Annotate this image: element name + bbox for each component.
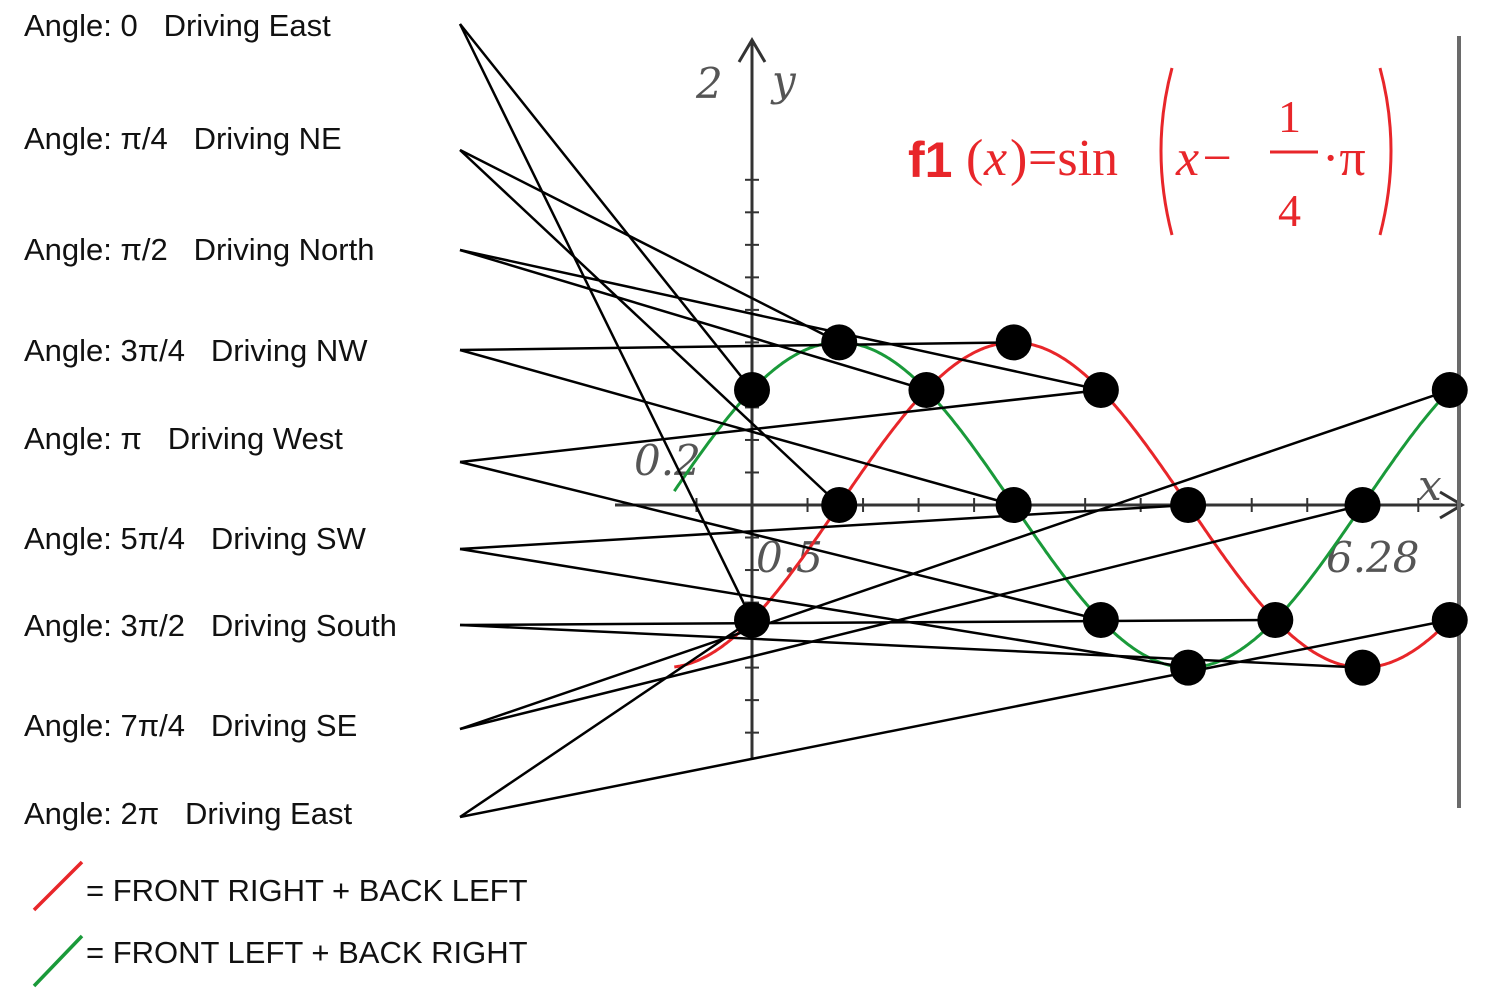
y-axis-label: y: [770, 56, 797, 105]
legend-green-swatch: [32, 934, 84, 988]
connector-line: [459, 503, 1189, 551]
formula-numerator: 1: [1278, 91, 1301, 142]
connector-line: [459, 149, 841, 506]
angle-label: Angle: π/4 Driving NE: [24, 121, 342, 156]
connector-line: [459, 388, 1451, 731]
marker-dot: [1082, 601, 1119, 638]
angle-label: Angle: 2π Driving East: [24, 796, 353, 831]
connector-line: [459, 341, 1014, 352]
marker-dot: [995, 487, 1032, 523]
curve-layer: [673, 340, 1451, 670]
connector-line: [459, 547, 1189, 669]
marker-dot: [1170, 649, 1207, 686]
formula-open-paren: (: [966, 130, 983, 187]
x-axis-label: x: [1418, 461, 1442, 510]
connector-line: [459, 618, 753, 819]
legend-red-label: = FRONT RIGHT + BACK LEFT: [86, 873, 528, 908]
connector-line: [459, 503, 1363, 731]
connector-line: [459, 618, 1276, 627]
marker-dot: [1082, 372, 1119, 409]
marker-dot: [734, 601, 770, 638]
formula: f1 ( x ) =sin x− 1 4 ·π: [908, 67, 1393, 236]
marker-dot: [821, 487, 858, 523]
formula-x-minus: x−: [1175, 130, 1234, 187]
formula-eq-sin: =sin: [1028, 130, 1118, 187]
angle-label: Angle: 3π/4 Driving NW: [24, 333, 368, 368]
angle-label: Angle: 5π/4 Driving SW: [24, 521, 366, 556]
angle-label: Angle: π/2 Driving North: [24, 232, 375, 267]
angle-label: Angle: 3π/2 Driving South: [24, 608, 397, 643]
connector-line: [459, 623, 1363, 669]
connector-line: [458, 23, 754, 621]
y-tick-label-top: 2: [695, 59, 723, 108]
x-tick-label-end: 6.28: [1326, 533, 1420, 582]
green-series-line: [673, 340, 1451, 670]
legend-red-swatch: [32, 860, 84, 912]
formula-big-paren-right: [1378, 67, 1393, 236]
x-axis-arrow: [1439, 490, 1465, 520]
marker-dot: [1170, 487, 1207, 523]
formula-big-paren-left: [1159, 67, 1174, 236]
marker-dot: [1344, 649, 1381, 686]
marker-dot: [995, 324, 1032, 361]
marker-dot: [1431, 601, 1468, 638]
marker-dot: [1257, 601, 1294, 638]
marker-dot: [1344, 487, 1381, 523]
legend-green-label: = FRONT LEFT + BACK RIGHT: [86, 935, 528, 970]
connector-layer: [458, 23, 1451, 819]
connector-line: [459, 23, 753, 391]
angle-label: Angle: π Driving West: [24, 421, 343, 456]
connector-line: [459, 348, 1014, 507]
marker-dot: [821, 324, 858, 361]
connector-line: [459, 248, 927, 392]
formula-close-paren: ): [1010, 130, 1027, 187]
marker-layer: [734, 324, 1468, 686]
angle-label: Angle: 7π/4 Driving SE: [24, 708, 358, 743]
marker-dot: [1431, 372, 1468, 409]
formula-var: x: [983, 130, 1007, 187]
y-tick-label-scale: 0.2: [634, 436, 701, 485]
connector-line: [459, 388, 1102, 464]
y-axis-arrow: [737, 37, 767, 63]
formula-prefix: f1: [908, 132, 952, 188]
connector-line: [459, 148, 840, 344]
formula-denominator: 4: [1278, 185, 1301, 236]
connector-line: [459, 618, 1450, 819]
connector-line: [459, 460, 1102, 622]
angle-label: Angle: 0 Driving East: [24, 8, 331, 43]
formula-pi-part: ·π: [1322, 130, 1366, 187]
marker-dot: [734, 372, 770, 409]
marker-dot: [908, 372, 945, 409]
red-series-line: [674, 340, 1451, 670]
connector-line: [459, 248, 1102, 392]
